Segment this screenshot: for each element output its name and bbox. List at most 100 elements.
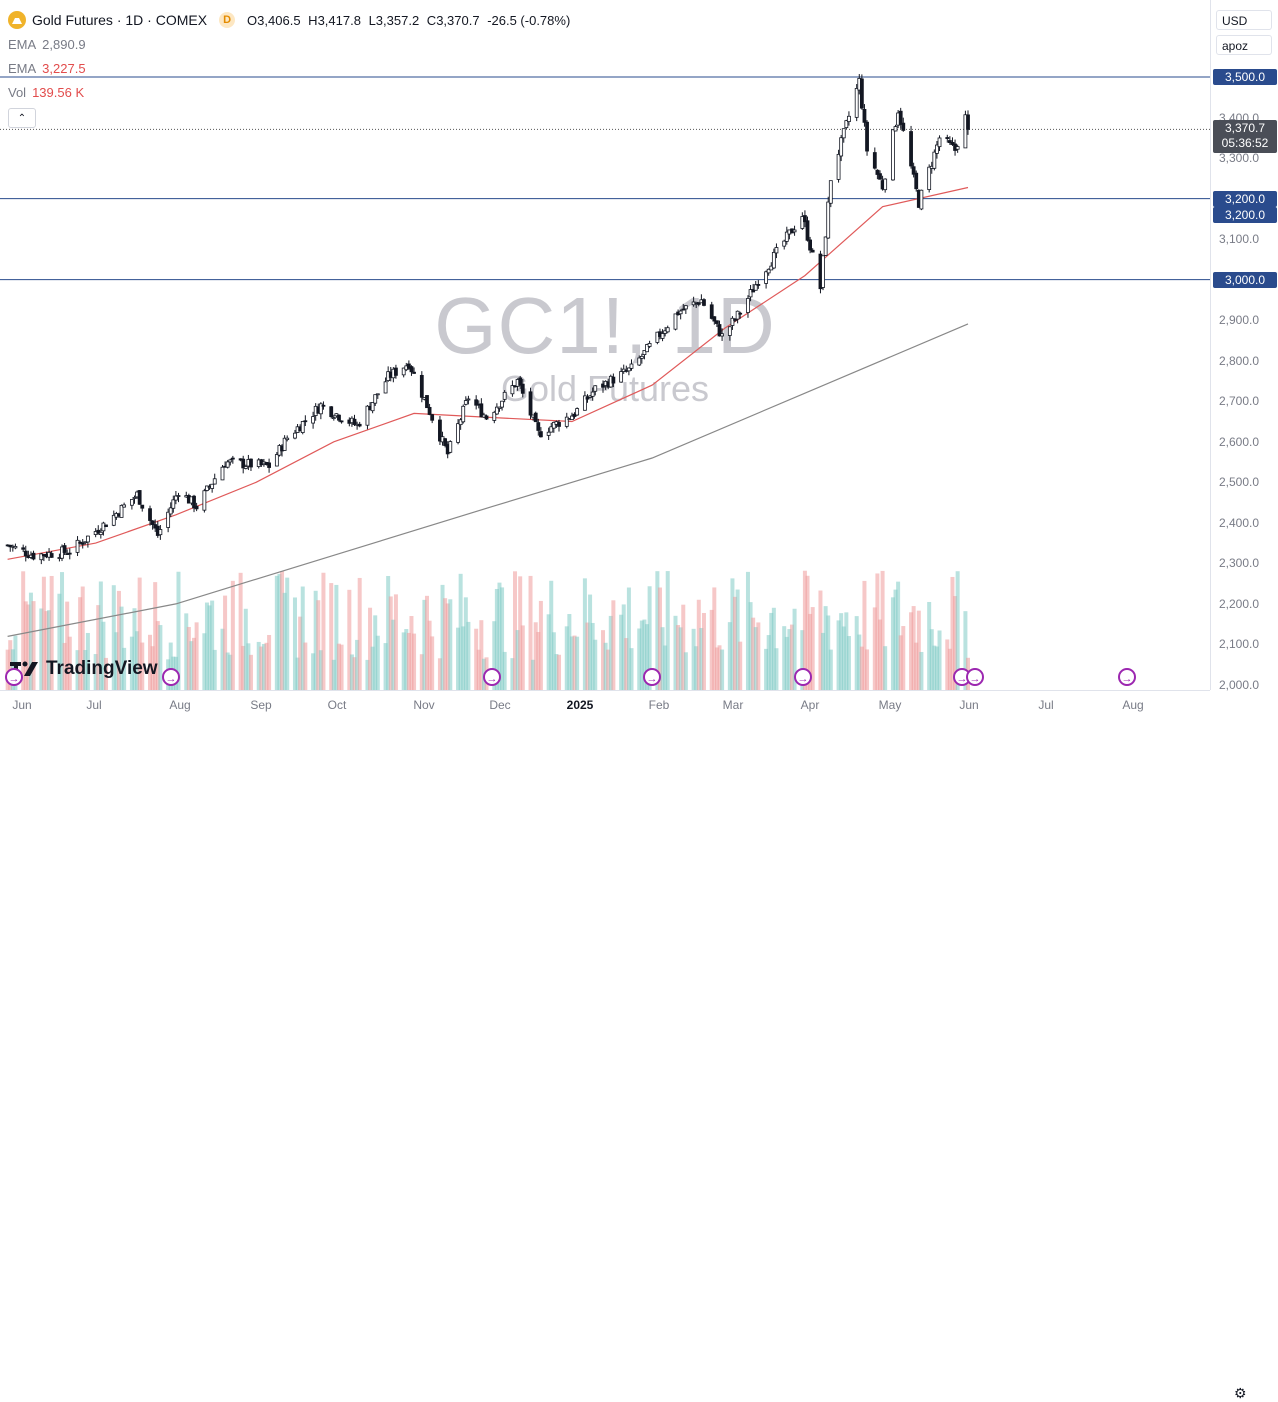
candle-body bbox=[841, 128, 846, 139]
volume-bar bbox=[492, 621, 497, 690]
volume-bar bbox=[582, 578, 587, 690]
volume-bar bbox=[712, 587, 717, 690]
time-tick-label: Jun bbox=[959, 698, 979, 712]
candle-body bbox=[678, 310, 683, 315]
candle-body bbox=[859, 78, 864, 109]
candle-body bbox=[619, 371, 624, 383]
volume-bar bbox=[963, 611, 968, 690]
volume-bar bbox=[694, 646, 699, 690]
candle-body bbox=[805, 220, 810, 241]
candle-body bbox=[557, 422, 561, 427]
volume-bar bbox=[696, 599, 701, 690]
volume-bar bbox=[238, 572, 243, 690]
volume-bar bbox=[896, 581, 901, 690]
volume-bar bbox=[771, 607, 776, 690]
volume-bar bbox=[518, 576, 523, 690]
candle-body bbox=[800, 216, 805, 229]
event-marker-icon[interactable]: → bbox=[162, 668, 180, 686]
volume-bar bbox=[782, 626, 787, 690]
volume-bar bbox=[914, 642, 919, 690]
volume-bar bbox=[513, 571, 518, 690]
volume-bar bbox=[676, 625, 681, 690]
volume-bar bbox=[932, 645, 937, 690]
volume-bar bbox=[264, 642, 269, 690]
candle-body bbox=[31, 552, 36, 560]
volume-bar bbox=[176, 571, 181, 690]
volume-bar bbox=[282, 592, 287, 690]
event-marker-icon[interactable]: → bbox=[643, 668, 661, 686]
scale-mode-select[interactable]: apoz bbox=[1216, 35, 1272, 55]
candle-body bbox=[696, 302, 701, 305]
volume-bar bbox=[839, 613, 844, 690]
volume-bar bbox=[437, 658, 442, 690]
candle-body bbox=[647, 343, 652, 347]
candle-body bbox=[808, 239, 812, 251]
volume-bar bbox=[673, 615, 678, 690]
candle-body bbox=[274, 454, 279, 467]
candle-body bbox=[220, 466, 225, 481]
settings-gear-icon[interactable]: ⚙ bbox=[1234, 1385, 1247, 1401]
symbol-title[interactable]: Gold Futures · 1D · COMEX bbox=[32, 12, 208, 28]
volume-bar bbox=[39, 608, 44, 690]
volume-bar bbox=[57, 593, 62, 690]
candle-body bbox=[629, 363, 634, 369]
indicator-volume[interactable]: Vol 139.56 K bbox=[8, 85, 85, 100]
candle-body bbox=[803, 215, 807, 223]
volume-bar bbox=[893, 589, 898, 690]
candle-body bbox=[409, 366, 414, 373]
candle-body bbox=[570, 415, 574, 421]
volume-bar bbox=[606, 649, 611, 690]
volume-bar bbox=[365, 659, 370, 690]
volume-bar bbox=[155, 621, 160, 690]
indicator-ema-slow[interactable]: EMA 2,890.9 bbox=[8, 37, 86, 52]
volume-bar bbox=[331, 659, 336, 690]
volume-bar bbox=[463, 597, 468, 690]
time-tick-label: Jul bbox=[86, 698, 102, 712]
candle-body bbox=[318, 403, 323, 415]
candle-body bbox=[582, 395, 587, 411]
candle-body bbox=[828, 180, 833, 204]
volume-bar bbox=[31, 601, 36, 690]
volume-bar bbox=[259, 646, 264, 690]
symbol-legend: Gold Futures · 1D · COMEX D O3,406.5 H3,… bbox=[8, 10, 574, 30]
volume-bar bbox=[352, 657, 357, 690]
candle-body bbox=[963, 114, 968, 149]
volume-bar bbox=[228, 654, 233, 690]
event-marker-icon[interactable]: → bbox=[966, 668, 984, 686]
candle-body bbox=[500, 400, 504, 408]
volume-bar bbox=[557, 654, 562, 690]
candle-body bbox=[909, 131, 913, 167]
candle-body bbox=[285, 437, 290, 441]
volume-bar bbox=[336, 643, 341, 690]
volume-bar bbox=[207, 605, 212, 690]
volume-bar bbox=[49, 575, 54, 690]
event-marker-icon[interactable]: → bbox=[5, 668, 23, 686]
volume-bar bbox=[148, 634, 153, 690]
volume-bar bbox=[637, 628, 642, 690]
candle-body bbox=[212, 478, 217, 485]
event-marker-icon[interactable]: → bbox=[483, 668, 501, 686]
chart-pane[interactable]: GC1!, 1D Gold Futures Gold Futures · 1D … bbox=[0, 0, 1210, 690]
volume-bar bbox=[751, 617, 756, 690]
volume-bar bbox=[588, 594, 593, 690]
volume-bar bbox=[569, 636, 574, 690]
volume-bar bbox=[192, 637, 197, 690]
candle-body bbox=[746, 298, 750, 313]
price-axis[interactable]: USD apoz 3,400.0 3,300.0 3,100.0 2,900.0 2,8… bbox=[1210, 0, 1278, 692]
volume-bar bbox=[901, 626, 906, 690]
price-tick-label: 2,400.0 bbox=[1219, 515, 1260, 530]
currency-select[interactable]: USD bbox=[1216, 10, 1272, 30]
candle-body bbox=[119, 504, 124, 518]
candle-body bbox=[243, 466, 248, 469]
event-marker-icon[interactable]: → bbox=[1118, 668, 1136, 686]
candle-body bbox=[955, 146, 960, 150]
volume-bar bbox=[246, 643, 251, 690]
volume-bar bbox=[298, 616, 303, 690]
indicator-ema-fast[interactable]: EMA 3,227.5 bbox=[8, 61, 86, 76]
collapse-legend-button[interactable]: ⌃ bbox=[8, 108, 36, 128]
event-marker-icon[interactable]: → bbox=[794, 668, 812, 686]
time-tick-label: Jul bbox=[1038, 698, 1054, 712]
volume-bar bbox=[500, 587, 505, 690]
time-axis[interactable]: Jun Jul Aug Sep Oct Nov Dec 2025 Feb Mar Apr May Jun… bbox=[0, 690, 1247, 1401]
candle-body bbox=[174, 495, 178, 501]
